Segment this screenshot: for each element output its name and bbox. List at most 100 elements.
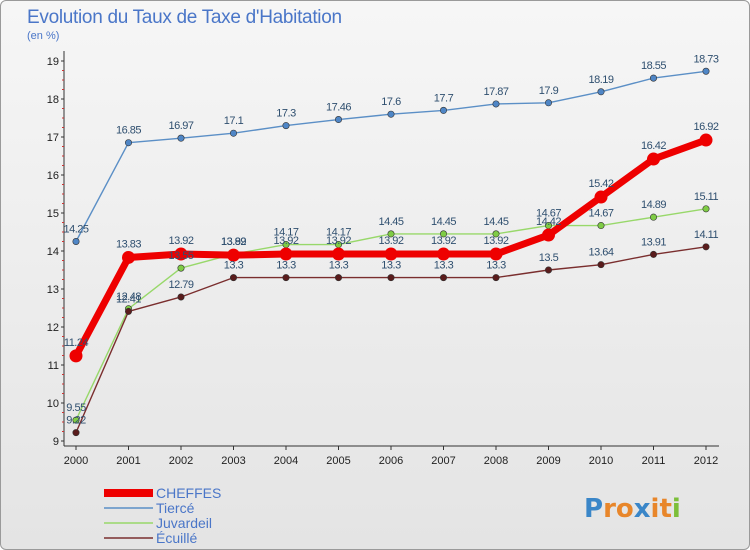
data-labels-tierc: 14.25 16.85 16.97 17.1 17.3 17.46 17.6 17.7 17.8… xyxy=(63,53,719,236)
logo-letter: t xyxy=(659,494,671,524)
series-tierc xyxy=(72,67,710,246)
data-label-cheffes: 13.92 xyxy=(326,235,351,247)
data-point-juvardeil xyxy=(597,222,605,230)
data-label-tierc: 14.25 xyxy=(63,224,88,236)
data-point-cheffes xyxy=(489,247,503,261)
data-label-cuill: 13.3 xyxy=(434,260,454,272)
legend-item-juvardeil: Juvardeil xyxy=(104,515,212,531)
logo-letter: i xyxy=(672,494,681,524)
data-point-juvardeil xyxy=(387,230,395,238)
data-label-cuill: 13.5 xyxy=(539,252,559,264)
data-point-cuill xyxy=(387,274,395,282)
data-point-cheffes xyxy=(384,247,398,261)
data-point-cheffes xyxy=(332,247,345,261)
data-point-cuill xyxy=(72,429,80,437)
data-point-tierc xyxy=(334,116,342,124)
legend-label-juvardeil: Juvardeil xyxy=(156,515,212,531)
data-point-cuill xyxy=(282,274,290,282)
data-point-tierc xyxy=(649,74,657,82)
data-point-tierc xyxy=(492,100,500,108)
x-tick-label: 2010 xyxy=(589,455,613,467)
logo-letter: r xyxy=(603,494,616,524)
x-tick-label: 2001 xyxy=(116,455,140,467)
data-label-tierc: 17.6 xyxy=(381,96,401,108)
data-point-cuill xyxy=(439,274,447,282)
chart-subtitle: (en %) xyxy=(27,30,60,42)
data-label-cuill: 13.3 xyxy=(224,260,244,272)
data-point-tierc xyxy=(177,134,185,142)
proxiti-logo: Proxiti xyxy=(584,494,681,524)
data-label-juvardeil: 13.55 xyxy=(168,250,193,262)
data-point-tierc xyxy=(544,99,552,107)
y-tick-label: 9 xyxy=(53,436,59,448)
data-label-tierc: 17.87 xyxy=(483,86,508,98)
data-point-tierc xyxy=(230,129,238,137)
y-tick-label: 13 xyxy=(47,284,59,296)
y-tick-label: 19 xyxy=(47,56,59,68)
data-label-cheffes: 14.42 xyxy=(536,216,561,228)
data-label-cuill: 13.3 xyxy=(329,260,349,272)
x-tick-label: 2000 xyxy=(64,455,88,467)
logo-letter: P xyxy=(584,494,603,524)
y-tick-label: 17 xyxy=(47,132,59,144)
x-tick-label: 2009 xyxy=(536,455,560,467)
legend-label-cheffes: CHEFFES xyxy=(156,485,221,501)
x-tick-label: 2002 xyxy=(169,455,193,467)
legend-item-cheffes: CHEFFES xyxy=(104,485,221,501)
x-tick-label: 2004 xyxy=(274,455,298,467)
data-label-cheffes: 13.92 xyxy=(168,235,193,247)
data-label-cuill: 14.11 xyxy=(694,229,719,241)
logo-letter: i xyxy=(651,494,660,524)
data-point-cheffes xyxy=(647,152,660,166)
chart-title: Evolution du Taux de Taxe d'Habitation xyxy=(27,7,342,28)
data-point-tierc xyxy=(72,238,80,246)
series-labels: 14.25 16.85 16.97 17.1 17.3 17.46 17.6 17.7 17.8… xyxy=(63,53,720,427)
data-point-cuill xyxy=(544,266,552,274)
data-label-tierc: 18.73 xyxy=(693,53,718,65)
data-point-cheffes xyxy=(69,349,83,363)
data-point-juvardeil xyxy=(177,264,185,272)
data-label-juvardeil: 12.48 xyxy=(116,291,141,303)
data-point-juvardeil xyxy=(702,205,710,213)
data-label-cheffes: 16.92 xyxy=(693,121,718,133)
data-label-tierc: 17.9 xyxy=(539,85,559,97)
data-label-cuill: 13.3 xyxy=(381,260,401,272)
data-label-cheffes: 15.42 xyxy=(588,178,613,190)
data-label-tierc: 17.1 xyxy=(224,115,244,127)
logo-letter: x xyxy=(634,494,651,524)
legend-label-cuill: Écuillé xyxy=(156,530,197,546)
data-label-cuill: 13.3 xyxy=(276,260,296,272)
y-tick-label: 18 xyxy=(47,94,59,106)
data-label-cuill: 13.64 xyxy=(588,247,613,259)
data-point-tierc xyxy=(282,122,290,130)
data-label-juvardeil: 14.67 xyxy=(588,208,613,220)
data-label-juvardeil: 14.45 xyxy=(431,216,456,228)
chart-axes: 9 10 11 12 13 14 15 16 17 18 19 2000 2001 2002 2003 200… xyxy=(47,51,719,467)
data-label-tierc: 17.46 xyxy=(326,102,351,114)
data-label-cheffes: 13.89 xyxy=(221,236,246,248)
data-point-tierc xyxy=(439,106,447,114)
data-label-juvardeil: 14.67 xyxy=(536,208,561,220)
data-point-juvardeil xyxy=(492,230,500,238)
data-label-tierc: 18.55 xyxy=(641,60,666,72)
data-point-cheffes xyxy=(699,133,713,147)
data-point-tierc xyxy=(387,110,395,118)
data-label-tierc: 17.7 xyxy=(434,92,454,104)
data-point-cuill xyxy=(125,307,133,315)
x-tick-label: 2012 xyxy=(694,455,718,467)
data-point-juvardeil xyxy=(439,230,447,238)
data-point-juvardeil xyxy=(72,416,80,424)
data-label-cheffes: 13.92 xyxy=(378,235,403,247)
series-cheffes xyxy=(69,133,713,363)
series-lines xyxy=(69,67,713,437)
data-label-cuill: 9.22 xyxy=(66,415,86,427)
data-label-juvardeil: 13.92 xyxy=(221,236,246,248)
y-tick-label: 14 xyxy=(47,246,59,258)
data-point-cheffes xyxy=(594,190,608,204)
data-label-cheffes: 13.83 xyxy=(116,238,141,250)
series-cuill xyxy=(72,243,710,437)
